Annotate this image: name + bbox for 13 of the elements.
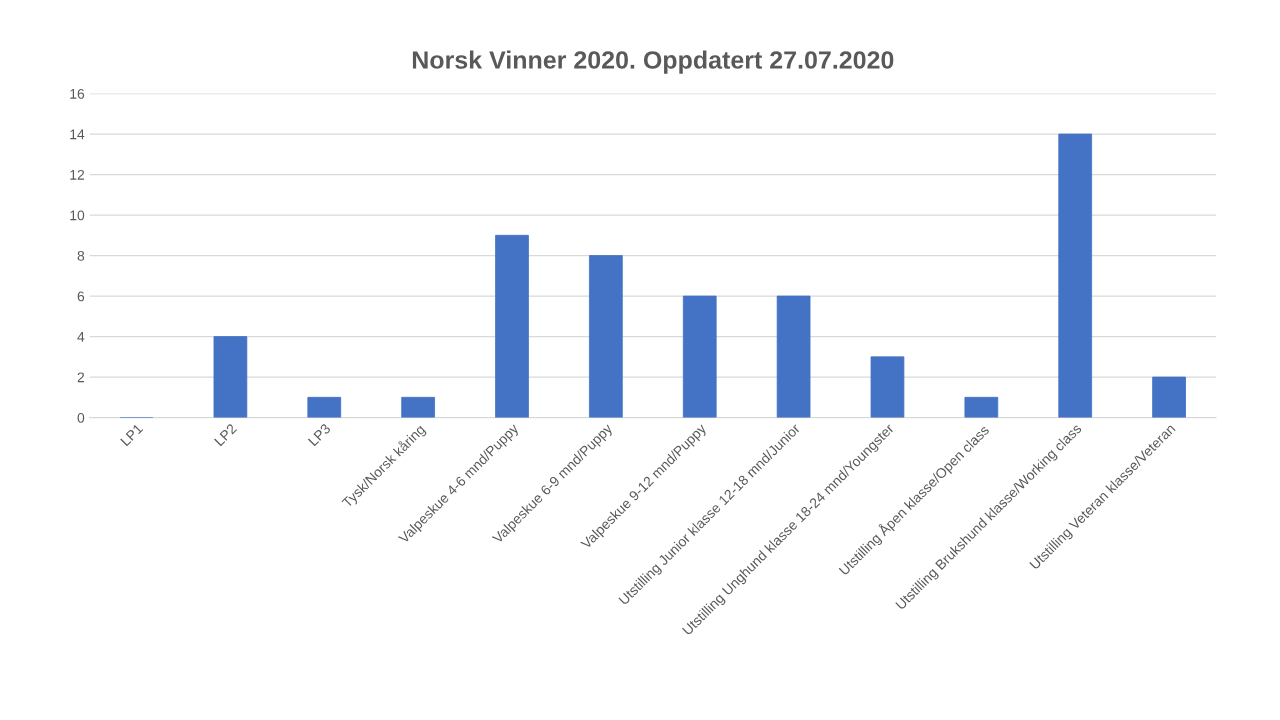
- x-tick-label: LP3: [307, 423, 332, 447]
- y-tick-label: 6: [77, 291, 85, 302]
- x-tick-label: LP1: [120, 423, 144, 447]
- chart-title: Norsk Vinner 2020. Oppdatert 27.07.2020: [412, 50, 894, 74]
- y-tick-label: 0: [77, 412, 85, 423]
- x-tick-label: LP2: [213, 423, 238, 447]
- y-tick-label: 8: [77, 250, 85, 261]
- y-tick-label: 2: [77, 372, 85, 383]
- y-tick-label: 16: [70, 88, 85, 99]
- y-tick-label: 4: [77, 332, 85, 342]
- y-tick-label: 12: [70, 169, 85, 180]
- y-tick-label: 14: [70, 129, 85, 140]
- y-tick-label: 10: [70, 210, 85, 221]
